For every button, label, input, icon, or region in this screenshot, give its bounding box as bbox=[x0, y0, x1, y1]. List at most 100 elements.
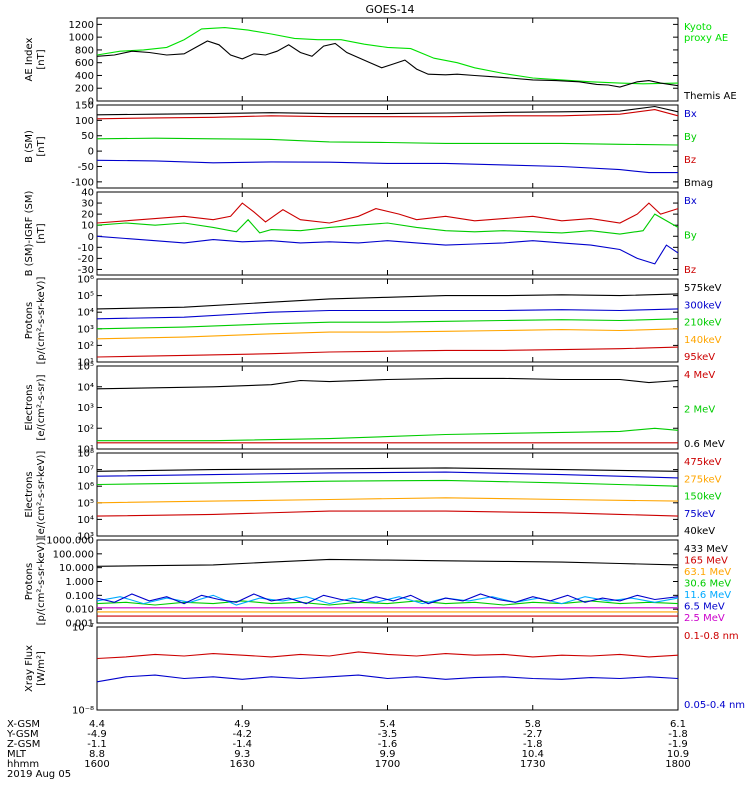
series-line-2-0 bbox=[96, 235, 679, 265]
y-axis-label: Electrons[e/(cm²-s-sr)] bbox=[24, 374, 47, 440]
legend-label-line: 433 MeV bbox=[684, 544, 728, 555]
series-line-0-0 bbox=[96, 27, 679, 85]
x-axis-tick-value: 5.4 bbox=[380, 719, 396, 730]
y-tick-label: 200 bbox=[75, 84, 94, 95]
legend-label-line: 2.5 MeV bbox=[684, 613, 725, 624]
series-line-5-1 bbox=[96, 497, 679, 504]
series-line-3-2 bbox=[96, 318, 679, 330]
legend-label-line: 11.6 MeV bbox=[684, 590, 731, 601]
y-tick-label: -20 bbox=[78, 254, 94, 265]
legend-label-line: 95keV bbox=[684, 352, 715, 363]
panel-1: -100 -50 0 50 100 150 B (SM)[nT] Bx By Bz Bmag bbox=[24, 101, 713, 190]
legend-label-line: 2 MeV bbox=[684, 405, 715, 416]
series-line-0-1 bbox=[96, 40, 679, 88]
chart-title: GOES-14 bbox=[365, 3, 414, 16]
y-axis-label: B (SM)-IGRF (SM)[nT] bbox=[24, 191, 47, 277]
legend-label-line: 210keV bbox=[684, 318, 722, 329]
x-axis-tick-value: -2.7 bbox=[523, 729, 543, 740]
series-line-5-2 bbox=[96, 479, 679, 487]
legend-label: 475keV bbox=[684, 457, 722, 468]
y-axis-label: Protons[p/(cm²-s-sr-keV)] bbox=[24, 277, 47, 365]
legend-label-line: proxy AE bbox=[684, 33, 728, 44]
x-axis-tick-value: 1600 bbox=[84, 759, 109, 770]
y-axis-label: B (SM)[nT] bbox=[24, 130, 47, 163]
x-axis-tick-value: 5.8 bbox=[525, 719, 541, 730]
panel-frame bbox=[96, 626, 679, 711]
x-axis-tick-value: 4.4 bbox=[89, 719, 105, 730]
legend-label: 30.6 MeV bbox=[684, 579, 731, 590]
x-axis-tick-value: -1.8 bbox=[668, 729, 688, 740]
series-line-3-4 bbox=[96, 346, 679, 358]
x-axis-tick-value: 10.9 bbox=[667, 749, 689, 760]
series-line-1-1 bbox=[96, 137, 679, 146]
legend-label-line: 75keV bbox=[684, 509, 715, 520]
y-tick-label: 150 bbox=[75, 101, 94, 112]
legend-label: Kyoto proxy AE bbox=[684, 22, 728, 44]
legend-label: By bbox=[684, 132, 697, 143]
legend-label-line: Kyoto bbox=[684, 22, 712, 33]
y-tick-label: 0.100 bbox=[65, 591, 94, 602]
legend-label: 165 MeV bbox=[684, 556, 728, 567]
series-line-5-3 bbox=[96, 471, 679, 479]
y-axis-label-line: [nT] bbox=[36, 136, 47, 156]
legend-label: 433 MeV bbox=[684, 544, 728, 555]
legend-label-line: 0.1-0.8 nm bbox=[684, 631, 739, 642]
y-tick-label: 30 bbox=[81, 199, 94, 210]
y-tick-label: 10¹ bbox=[77, 358, 94, 369]
legend-label-line: 165 MeV bbox=[684, 556, 728, 567]
y-axis-label-line: [W/m²] bbox=[36, 651, 47, 686]
legend-label: Bz bbox=[684, 265, 696, 276]
series-line-3-3 bbox=[96, 328, 679, 340]
panel-5: 10³ 10⁴ 10⁵ 10⁶ 10⁷ 10⁸ Electrons[e/(cm²-s-sr-… bbox=[24, 449, 722, 543]
y-tick-label: 600 bbox=[75, 58, 94, 69]
x-axis-tick-value: 1730 bbox=[520, 759, 545, 770]
y-tick-label: 0 bbox=[88, 97, 94, 108]
x-axis-row-label: Y-GSM bbox=[6, 729, 39, 740]
legend-label-line: Themis AE bbox=[683, 91, 737, 102]
y-tick-label: 10³ bbox=[77, 532, 94, 543]
x-axis-row-label: 2019 Aug 05 bbox=[7, 769, 71, 780]
y-tick-label: 0 bbox=[88, 147, 94, 158]
x-axis-tick-value: 1800 bbox=[665, 759, 690, 770]
y-tick-label: 1000 bbox=[69, 33, 94, 44]
legend-label-line: 300keV bbox=[684, 300, 722, 311]
legend-label: 0.05-0.4 nm bbox=[684, 700, 745, 711]
y-axis-label-line: [p/(cm²-s-sr-keV)] bbox=[36, 277, 47, 365]
x-axis-row-label: hhmm bbox=[7, 759, 39, 770]
panel-frame bbox=[96, 452, 679, 537]
y-axis-label-line: Electrons bbox=[24, 384, 35, 430]
y-tick-label: 10⁸ bbox=[77, 449, 94, 460]
y-tick-label: 10² bbox=[77, 424, 94, 435]
x-axis-tick-value: 1700 bbox=[375, 759, 400, 770]
x-axis-tick-value: -1.1 bbox=[87, 739, 107, 750]
series-line-4-1 bbox=[97, 427, 679, 442]
legend-label: 275keV bbox=[684, 474, 722, 485]
y-tick-label: -10 bbox=[78, 243, 94, 254]
x-axis-row-label: X-GSM bbox=[7, 719, 40, 730]
legend-label-line: 30.6 MeV bbox=[684, 579, 731, 590]
panel-3: 10¹ 10² 10³ 10⁴ 10⁵ 10⁶ Protons[p/(cm²-s-sr-ke… bbox=[24, 275, 722, 369]
y-tick-label: 800 bbox=[75, 45, 94, 56]
legend-label: 95keV bbox=[684, 352, 715, 363]
series-line-2-2 bbox=[96, 202, 679, 224]
legend-label-line: 63.1 MeV bbox=[684, 567, 731, 578]
y-tick-label: 400 bbox=[75, 71, 94, 82]
x-axis-row-label: MLT bbox=[7, 749, 27, 760]
x-axis-tick-value: 9.3 bbox=[234, 749, 250, 760]
y-axis-label-line: Xray Flux bbox=[24, 645, 35, 692]
x-axis-row-label: Z-GSM bbox=[7, 739, 40, 750]
series-line-6-3 bbox=[96, 600, 679, 606]
series-line-3-0 bbox=[96, 293, 679, 310]
y-tick-label: 10.000 bbox=[59, 563, 94, 574]
series-line-3-1 bbox=[96, 308, 679, 320]
y-tick-label: 10⁵ bbox=[77, 498, 94, 509]
legend-label: Themis AE bbox=[683, 91, 737, 102]
legend-label: Bz bbox=[684, 155, 696, 166]
x-axis-tick-value: 10.4 bbox=[522, 749, 544, 760]
y-tick-label: 20 bbox=[81, 210, 94, 221]
y-axis-label: Xray Flux[W/m²] bbox=[24, 645, 47, 692]
y-tick-label: 10¹ bbox=[77, 445, 94, 456]
